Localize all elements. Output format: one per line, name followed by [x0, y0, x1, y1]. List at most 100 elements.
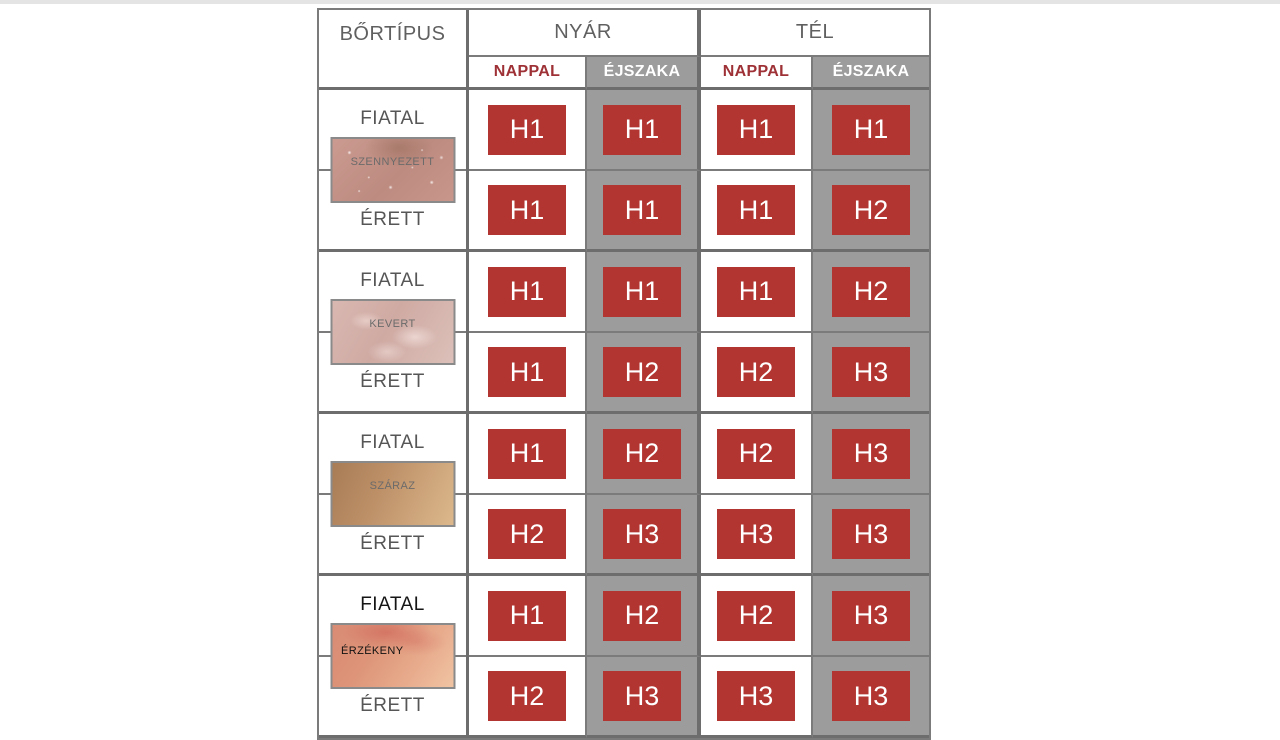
rating-cell: H1: [469, 576, 587, 657]
age-label-young: FIATAL: [360, 432, 425, 453]
header-winter: TÉL: [701, 10, 929, 57]
rating-badge: H1: [488, 590, 566, 641]
rating-cell: H2: [701, 414, 813, 495]
group-szennyezett: FIATAL SZENNYEZETT ÉRETT: [319, 90, 469, 252]
age-label-mature: ÉRETT: [360, 371, 425, 392]
rating-cell: H3: [813, 576, 929, 657]
rating-badge: H2: [832, 266, 910, 317]
rating-cell: H3: [587, 495, 701, 576]
rating-cell: H1: [701, 90, 813, 171]
rating-badge: H1: [832, 104, 910, 155]
rating-badge: H1: [488, 266, 566, 317]
subheader-winter-night-label: ÉJSZAKA: [832, 63, 910, 80]
group-erzekeny: FIATAL ÉRZÉKENY ÉRETT: [319, 576, 469, 738]
rating-cell: H2: [701, 333, 813, 414]
rating-cell: H3: [587, 657, 701, 738]
rating-cell: H3: [813, 657, 929, 738]
rating-badge: H2: [832, 185, 910, 235]
rating-badge: H1: [717, 185, 795, 235]
rating-badge: H1: [488, 185, 566, 235]
rating-badge: H3: [603, 509, 681, 559]
rating-badge: H3: [832, 671, 910, 721]
rating-badge: H2: [603, 590, 681, 641]
rating-cell: H1: [701, 171, 813, 252]
age-label-mature: ÉRETT: [360, 695, 425, 716]
subheader-winter-day-label: NAPPAL: [722, 63, 790, 80]
rating-badge: H3: [832, 509, 910, 559]
rating-badge: H1: [717, 266, 795, 317]
rating-cell: H2: [813, 252, 929, 333]
rating-cell: H2: [587, 576, 701, 657]
age-label-young: FIATAL: [360, 594, 425, 615]
rating-cell: H2: [587, 333, 701, 414]
rating-cell: H1: [587, 90, 701, 171]
rating-badge: H3: [717, 509, 795, 559]
header-summer: NYÁR: [469, 10, 701, 57]
rating-cell: H3: [701, 657, 813, 738]
rating-cell: H2: [469, 495, 587, 576]
rating-badge: H3: [717, 671, 795, 721]
slide-top-edge-line: [0, 0, 1280, 4]
rating-badge: H3: [603, 671, 681, 721]
rating-cell: H2: [587, 414, 701, 495]
rating-badge: H1: [603, 266, 681, 317]
age-label-young: FIATAL: [360, 270, 425, 291]
rating-cell: H3: [813, 495, 929, 576]
age-label-mature: ÉRETT: [360, 209, 425, 230]
skin-photo-kevert: KEVERT: [330, 298, 455, 365]
rating-cell: H2: [813, 171, 929, 252]
rating-cell: H3: [813, 414, 929, 495]
skin-photo-label: SZENNYEZETT: [350, 155, 435, 168]
rating-badge: H2: [488, 509, 566, 559]
rating-cell: H1: [587, 171, 701, 252]
rating-badge: H2: [488, 671, 566, 721]
age-label-mature: ÉRETT: [360, 533, 425, 554]
group-szaraz: FIATAL SZÁRAZ ÉRETT: [319, 414, 469, 576]
skin-photo-label: SZÁRAZ: [369, 479, 416, 492]
rating-cell: H3: [701, 495, 813, 576]
skin-photo-label: ÉRZÉKENY: [341, 644, 404, 657]
rating-badge: H3: [832, 590, 910, 641]
rating-badge: H2: [717, 347, 795, 397]
subheader-winter-night: ÉJSZAKA: [813, 57, 929, 90]
subheader-summer-night-label: ÉJSZAKA: [603, 63, 681, 80]
subheader-summer-night: ÉJSZAKA: [587, 57, 701, 90]
rating-badge: H2: [603, 347, 681, 397]
rating-cell: H1: [469, 252, 587, 333]
rating-badge: H1: [488, 428, 566, 479]
age-label-young: FIATAL: [360, 108, 425, 129]
rating-badge: H1: [603, 104, 681, 155]
rating-cell: H1: [701, 252, 813, 333]
rating-cell: H1: [469, 171, 587, 252]
skin-photo-szennyezett: SZENNYEZETT: [330, 136, 455, 203]
skin-type-homecare-table: BŐRTÍPUS NYÁR TÉL NAPPAL ÉJSZAKA NAPPAL …: [317, 8, 931, 740]
header-skin-type: BŐRTÍPUS: [319, 10, 469, 90]
subheader-winter-day: NAPPAL: [701, 57, 813, 90]
rating-badge: H1: [603, 185, 681, 235]
rating-cell: H1: [813, 90, 929, 171]
group-kevert: FIATAL KEVERT ÉRETT: [319, 252, 469, 414]
skin-photo-erzekeny: ÉRZÉKENY: [330, 622, 455, 689]
rating-badge: H3: [832, 347, 910, 397]
subheader-summer-day: NAPPAL: [469, 57, 587, 90]
rating-badge: H1: [488, 104, 566, 155]
skin-photo-szaraz: SZÁRAZ: [330, 460, 455, 527]
rating-cell: H3: [813, 333, 929, 414]
rating-badge: H1: [488, 347, 566, 397]
rating-cell: H2: [469, 657, 587, 738]
skin-photo-label: KEVERT: [369, 317, 416, 330]
rating-cell: H2: [701, 576, 813, 657]
rating-badge: H2: [717, 428, 795, 479]
rating-cell: H1: [587, 252, 701, 333]
rating-cell: H1: [469, 333, 587, 414]
rating-badge: H3: [832, 428, 910, 479]
rating-badge: H1: [717, 104, 795, 155]
subheader-summer-day-label: NAPPAL: [493, 63, 561, 80]
rating-badge: H2: [717, 590, 795, 641]
rating-badge: H2: [603, 428, 681, 479]
header-skin-type-label: BŐRTÍPUS: [339, 23, 446, 45]
header-summer-label: NYÁR: [554, 21, 612, 43]
header-winter-label: TÉL: [795, 21, 835, 43]
rating-cell: H1: [469, 414, 587, 495]
rating-cell: H1: [469, 90, 587, 171]
